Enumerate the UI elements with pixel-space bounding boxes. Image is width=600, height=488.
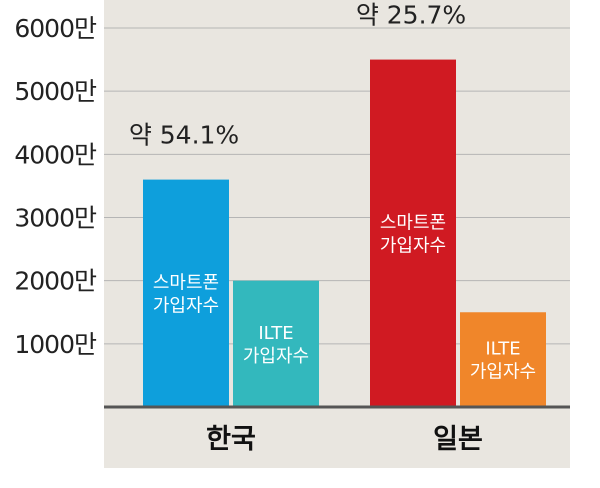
- y-tick-label: 1000만: [14, 330, 97, 359]
- bar-label: ILTE: [485, 339, 520, 360]
- bar: [233, 280, 319, 407]
- bar: [370, 59, 456, 407]
- category-label: 한국: [206, 424, 256, 455]
- category-label: 일본: [433, 424, 483, 455]
- bar-label: 스마트폰: [153, 272, 219, 293]
- bar-label: 가입자수: [380, 235, 446, 256]
- y-axis-tick-labels: 1000만 2000만 3000만 4000만 5000만 6000만: [14, 14, 98, 359]
- bar-label: 가입자수: [153, 295, 219, 316]
- x-axis-category-labels: 한국 일본: [206, 424, 483, 455]
- bar-annotation: 약 25.7%: [356, 1, 466, 30]
- y-tick-label: 2000만: [14, 267, 97, 296]
- bar-label: 스마트폰: [380, 212, 446, 233]
- bar-label: ILTE: [258, 323, 293, 344]
- y-tick-label: 6000만: [14, 14, 97, 43]
- bar: [460, 312, 546, 407]
- y-tick-label: 3000만: [14, 204, 97, 233]
- y-tick-label: 5000만: [14, 77, 97, 106]
- y-tick-label: 4000만: [14, 140, 97, 169]
- bar: [143, 179, 229, 407]
- bar-label: 가입자수: [243, 346, 309, 367]
- bar-annotation: 약 54.1%: [129, 121, 239, 150]
- bar-label: 가입자수: [470, 362, 536, 383]
